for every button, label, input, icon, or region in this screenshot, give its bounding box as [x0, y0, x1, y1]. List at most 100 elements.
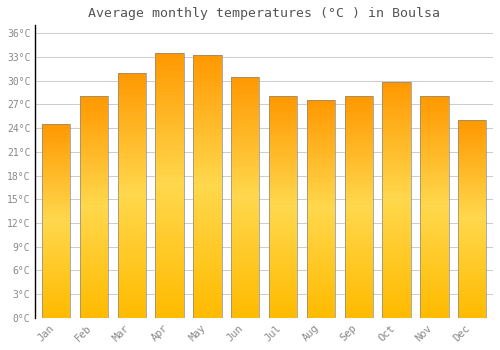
- Bar: [269, 314, 298, 316]
- Bar: [306, 281, 335, 283]
- Bar: [458, 140, 486, 142]
- Bar: [156, 77, 184, 79]
- Bar: [344, 225, 373, 227]
- Bar: [420, 258, 448, 260]
- Bar: [80, 154, 108, 156]
- Bar: [382, 132, 411, 134]
- Bar: [306, 255, 335, 257]
- Bar: [382, 202, 411, 205]
- Bar: [269, 149, 298, 152]
- Bar: [306, 150, 335, 153]
- Bar: [193, 123, 222, 126]
- Bar: [420, 198, 448, 201]
- Bar: [231, 200, 260, 202]
- Bar: [269, 262, 298, 265]
- Bar: [156, 230, 184, 233]
- Bar: [80, 97, 108, 99]
- Bar: [231, 113, 260, 115]
- Bar: [420, 276, 448, 278]
- Bar: [193, 181, 222, 183]
- Bar: [306, 229, 335, 231]
- Bar: [193, 220, 222, 223]
- Bar: [344, 205, 373, 207]
- Bar: [231, 168, 260, 171]
- Bar: [80, 127, 108, 130]
- Bar: [42, 256, 70, 258]
- Bar: [420, 123, 448, 125]
- Bar: [269, 223, 298, 225]
- Bar: [420, 262, 448, 265]
- Bar: [306, 166, 335, 168]
- Bar: [269, 271, 298, 274]
- Bar: [344, 289, 373, 291]
- Bar: [458, 166, 486, 168]
- Bar: [42, 262, 70, 264]
- Bar: [231, 241, 260, 243]
- Bar: [118, 261, 146, 264]
- Bar: [42, 188, 70, 190]
- Bar: [118, 156, 146, 159]
- Bar: [118, 100, 146, 102]
- Bar: [193, 65, 222, 68]
- Bar: [80, 260, 108, 262]
- Bar: [193, 186, 222, 189]
- Bar: [42, 136, 70, 138]
- Bar: [80, 243, 108, 245]
- Bar: [458, 172, 486, 174]
- Bar: [80, 121, 108, 123]
- Bar: [269, 309, 298, 311]
- Bar: [344, 105, 373, 107]
- Bar: [306, 187, 335, 190]
- Bar: [118, 298, 146, 301]
- Bar: [344, 119, 373, 121]
- Bar: [118, 75, 146, 78]
- Bar: [118, 208, 146, 210]
- Bar: [156, 297, 184, 299]
- Bar: [156, 85, 184, 88]
- Bar: [420, 302, 448, 304]
- Bar: [118, 110, 146, 112]
- Bar: [420, 243, 448, 245]
- Bar: [458, 124, 486, 126]
- Bar: [42, 128, 70, 130]
- Bar: [80, 309, 108, 311]
- Bar: [269, 152, 298, 154]
- Bar: [306, 314, 335, 316]
- Bar: [306, 146, 335, 148]
- Bar: [269, 291, 298, 294]
- Bar: [231, 176, 260, 178]
- Bar: [306, 192, 335, 194]
- Bar: [42, 299, 70, 300]
- Bar: [306, 235, 335, 237]
- Bar: [80, 119, 108, 121]
- Bar: [193, 233, 222, 236]
- Bar: [382, 304, 411, 306]
- Bar: [458, 298, 486, 300]
- Bar: [193, 205, 222, 207]
- Bar: [118, 154, 146, 156]
- Bar: [269, 229, 298, 231]
- Bar: [118, 264, 146, 266]
- Bar: [344, 147, 373, 149]
- Bar: [344, 296, 373, 298]
- Bar: [420, 212, 448, 214]
- Bar: [458, 237, 486, 239]
- Bar: [269, 209, 298, 212]
- Bar: [231, 77, 260, 79]
- Bar: [193, 73, 222, 76]
- Bar: [458, 205, 486, 207]
- Bar: [80, 103, 108, 105]
- Bar: [80, 107, 108, 110]
- Bar: [80, 134, 108, 136]
- Bar: [231, 147, 260, 149]
- Bar: [42, 266, 70, 267]
- Bar: [458, 302, 486, 304]
- Bar: [231, 245, 260, 248]
- Bar: [344, 311, 373, 314]
- Bar: [118, 274, 146, 276]
- Bar: [420, 136, 448, 139]
- Bar: [382, 136, 411, 139]
- Bar: [231, 98, 260, 101]
- Bar: [231, 152, 260, 154]
- Bar: [231, 139, 260, 142]
